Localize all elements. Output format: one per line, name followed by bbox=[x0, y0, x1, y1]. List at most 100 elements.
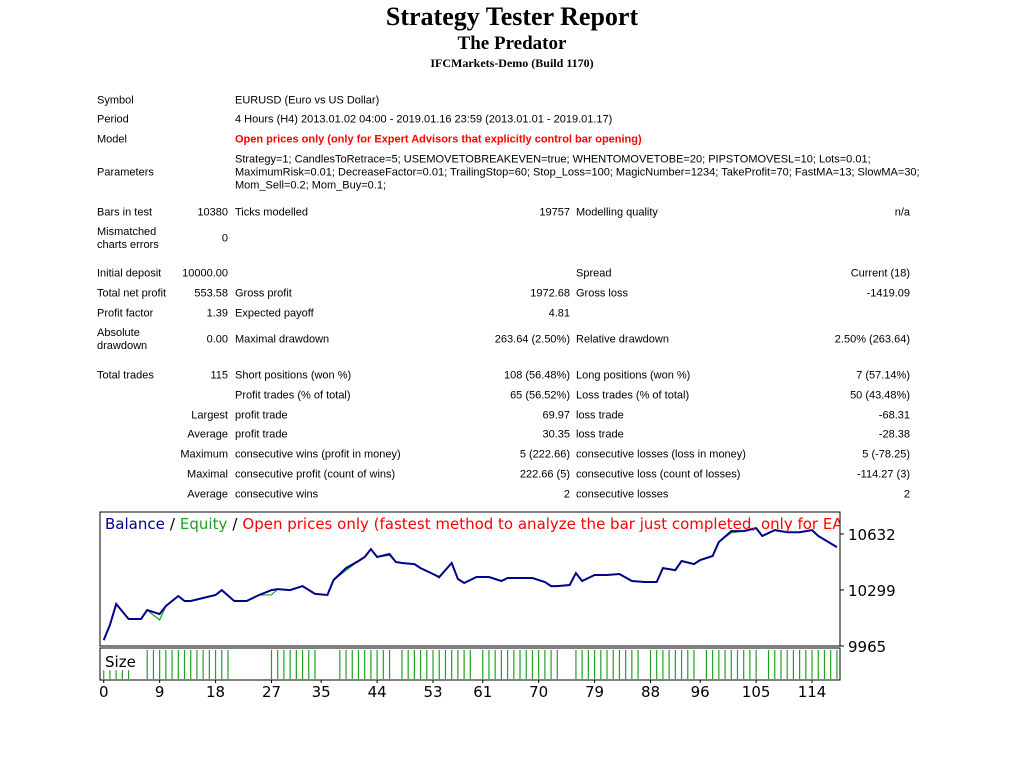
x-tick-label: 53 bbox=[423, 683, 442, 701]
plot-frame bbox=[99, 511, 841, 647]
stat-label: Gross profit bbox=[235, 287, 292, 300]
x-tick-label: 79 bbox=[585, 683, 604, 701]
stat-value: 5 (-78.25) bbox=[862, 448, 910, 461]
stat-label: consecutive wins (profit in money) bbox=[235, 448, 401, 461]
info-label: Parameters bbox=[97, 166, 154, 179]
legend-mode: Open prices only (fastest method to anal… bbox=[242, 515, 885, 533]
stat-value: -114.27 (3) bbox=[857, 468, 910, 481]
report-title: Strategy Tester Report bbox=[385, 2, 639, 31]
y-tick-label: 10632 bbox=[848, 526, 896, 544]
stat-value: Current (18) bbox=[850, 267, 910, 280]
stat-label: Relative drawdown bbox=[576, 333, 669, 346]
info-label: Period bbox=[97, 113, 129, 126]
stat-label: Gross loss bbox=[576, 287, 628, 300]
legend-separator: / bbox=[170, 515, 176, 533]
stat-value: 10380 bbox=[197, 206, 228, 219]
legend-item: Balance bbox=[105, 515, 165, 533]
stat-value: 115 bbox=[210, 369, 228, 382]
series-line bbox=[102, 526, 838, 641]
x-tick-label: 0 bbox=[99, 683, 109, 701]
stat-label: Loss trades (% of total) bbox=[576, 389, 690, 402]
x-tick-label: 70 bbox=[529, 683, 548, 701]
stat-value: Average bbox=[187, 488, 228, 501]
stat-value: 50 (43.48%) bbox=[850, 389, 910, 402]
stat-value: 30.35 bbox=[542, 428, 570, 441]
stat-label: consecutive losses bbox=[576, 488, 669, 501]
stat-label: Short positions (won %) bbox=[235, 369, 352, 382]
x-tick-label: 88 bbox=[641, 683, 660, 701]
x-tick-label: 44 bbox=[368, 683, 387, 701]
stat-value: 1972.68 bbox=[530, 287, 570, 300]
stat-label: Modelling quality bbox=[576, 206, 658, 219]
stat-value: 222.66 (5) bbox=[519, 468, 570, 481]
stat-label: consecutive wins bbox=[235, 488, 319, 501]
stat-label: Spread bbox=[576, 267, 612, 280]
legend-item: Equity bbox=[180, 515, 228, 533]
stat-label: Ticks modelled bbox=[235, 206, 308, 219]
stat-label: Maximal drawdown bbox=[235, 333, 330, 346]
info-label: Symbol bbox=[97, 94, 134, 107]
stat-value: 65 (56.52%) bbox=[510, 389, 570, 402]
x-tick-label: 9 bbox=[155, 683, 165, 701]
stat-label: consecutive loss (count of losses) bbox=[576, 468, 741, 481]
stat-value: 2.50% (263.64) bbox=[834, 333, 910, 346]
x-tick-label: 105 bbox=[742, 683, 771, 701]
stat-label: Absolute drawdown bbox=[97, 327, 148, 352]
x-tick-label: 35 bbox=[312, 683, 331, 701]
stat-label: Expected payoff bbox=[235, 307, 314, 320]
stat-value: Maximal bbox=[187, 468, 228, 481]
parameters-line: Mom_Sell=0.2; Mom_Buy=0.1; bbox=[235, 179, 387, 192]
stat-label: Long positions (won %) bbox=[576, 369, 691, 382]
x-tick-label: 114 bbox=[798, 683, 827, 701]
stat-value: 263.64 (2.50%) bbox=[494, 333, 570, 346]
stat-value: -1419.09 bbox=[866, 287, 910, 300]
stat-value: 0 bbox=[221, 232, 228, 245]
x-tick-label: 96 bbox=[691, 683, 710, 701]
size-label: Size bbox=[105, 653, 136, 671]
stat-value: 553.58 bbox=[194, 287, 228, 300]
stat-value: Largest bbox=[191, 409, 228, 422]
y-tick-label: 10299 bbox=[848, 582, 896, 600]
stat-value: 5 (222.66) bbox=[519, 448, 570, 461]
stat-value: 108 (56.48%) bbox=[503, 369, 570, 382]
parameters-line: MaximumRisk=0.01; DecreaseFactor=0.01; T… bbox=[235, 166, 920, 179]
stat-label: Initial deposit bbox=[97, 267, 162, 280]
stat-value: Average bbox=[187, 428, 228, 441]
stat-label: Mismatched charts errors bbox=[97, 226, 159, 251]
stat-label: Bars in test bbox=[97, 206, 153, 219]
legend: Balance / Equity / Open prices only (fastest… bbox=[105, 515, 886, 533]
stat-label: Profit factor bbox=[97, 307, 154, 320]
stat-value: n/a bbox=[894, 206, 910, 219]
stat-label: loss trade bbox=[576, 409, 624, 422]
stat-label: consecutive losses (loss in money) bbox=[576, 448, 746, 461]
stat-value: 4.81 bbox=[548, 307, 570, 320]
stat-label: profit trade bbox=[235, 428, 288, 441]
legend-separator: / bbox=[232, 515, 238, 533]
info-value: Open prices only (only for Expert Adviso… bbox=[235, 133, 642, 146]
stat-value: -28.38 bbox=[878, 428, 910, 441]
stat-value: 0.00 bbox=[206, 333, 228, 346]
info-value: 4 Hours (H4) 2013.01.02 04:00 - 2019.01.… bbox=[235, 113, 613, 126]
x-tick-label: 27 bbox=[262, 683, 281, 701]
stat-label: profit trade bbox=[235, 409, 288, 422]
plot-area: Balance / Equity / Open prices only (fastest… bbox=[102, 515, 886, 641]
stat-value: 10000.00 bbox=[182, 267, 228, 280]
stat-value: 1.39 bbox=[206, 307, 228, 320]
info-label: Model bbox=[97, 133, 127, 146]
stat-value: -68.31 bbox=[878, 409, 910, 422]
x-tick-label: 61 bbox=[473, 683, 492, 701]
stat-value: 69.97 bbox=[542, 409, 570, 422]
report-server: IFCMarkets-Demo (Build 1170) bbox=[430, 56, 594, 70]
y-tick-label: 9965 bbox=[848, 638, 886, 656]
stat-value: 7 (57.14%) bbox=[856, 369, 910, 382]
stat-label: Profit trades (% of total) bbox=[235, 389, 351, 402]
x-tick-label: 18 bbox=[206, 683, 225, 701]
stat-value: 19757 bbox=[539, 206, 570, 219]
stat-value: 2 bbox=[903, 488, 910, 501]
stat-label: consecutive profit (count of wins) bbox=[235, 468, 396, 481]
stat-label: loss trade bbox=[576, 428, 624, 441]
parameters-line: Strategy=1; CandlesToRetrace=5; USEMOVET… bbox=[235, 153, 871, 166]
report-subtitle: The Predator bbox=[457, 33, 567, 54]
